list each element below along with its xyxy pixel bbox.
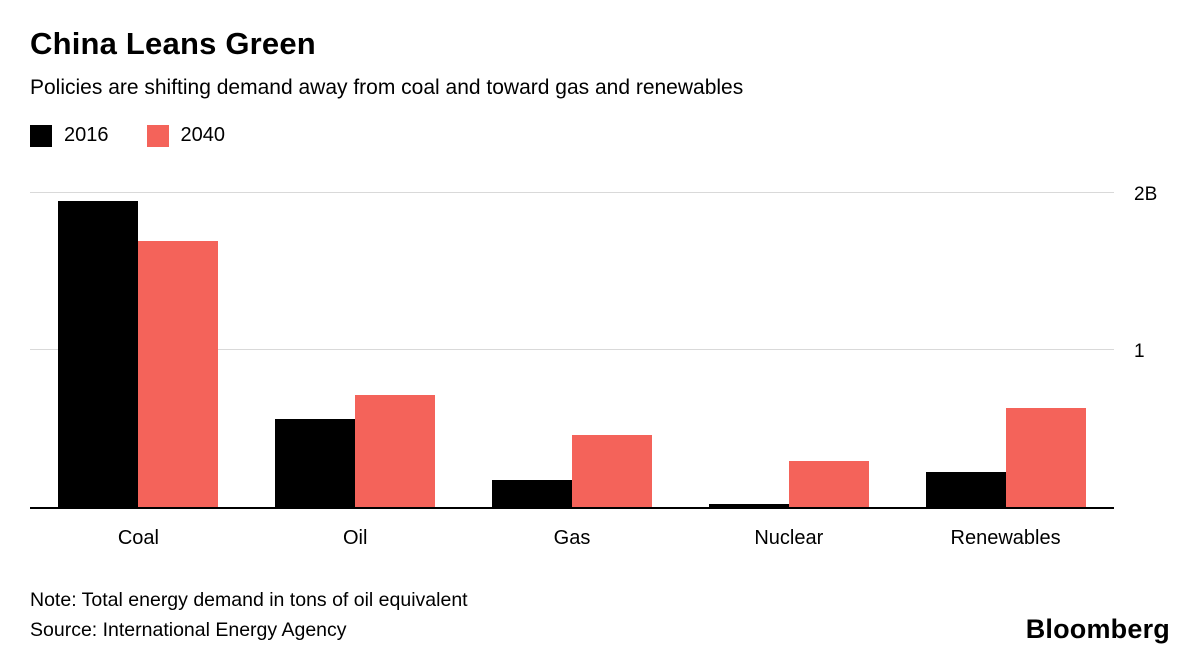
bar-oil-2040	[355, 395, 436, 507]
x-label-renewables: Renewables	[950, 527, 1061, 549]
bar-chart: 2B 1	[30, 177, 1170, 509]
chart-title: China Leans Green	[30, 26, 316, 61]
bloomberg-logo: Bloomberg	[1025, 614, 1170, 644]
x-label-coal: Coal	[117, 527, 159, 549]
legend-item-2016: 2016	[30, 124, 109, 147]
legend-swatch-2016	[30, 124, 52, 147]
gridline-2b	[30, 191, 1114, 193]
bar-group-renewables	[897, 177, 1114, 507]
source-text: Source: International Energy Agency	[30, 618, 347, 641]
bar-coal-2040	[138, 241, 219, 507]
plot-area	[30, 177, 1114, 509]
y-tick-2b: 2B	[1134, 183, 1158, 205]
footnotes: Note: Total energy demand in tons of oil…	[30, 585, 468, 645]
x-label-gas: Gas	[553, 527, 591, 549]
bar-renewables-2016	[925, 472, 1006, 507]
x-label-oil: Oil	[342, 527, 368, 549]
bar-group-nuclear	[680, 177, 897, 507]
bar-group-gas	[464, 177, 681, 507]
bar-group-oil	[247, 177, 464, 507]
legend-swatch-2040	[146, 124, 169, 147]
legend: 2016 2040	[30, 124, 1170, 147]
bar-oil-2016	[275, 419, 356, 507]
bar-renewables-2040	[1005, 408, 1086, 507]
bar-gas-2016	[491, 480, 572, 507]
bar-nuclear-2016	[708, 503, 789, 507]
legend-label-2040: 2040	[180, 124, 226, 146]
chart-subtitle: Policies are shifting demand away from c…	[30, 76, 744, 99]
note-text: Note: Total energy demand in tons of oil…	[30, 588, 468, 611]
gridline-1	[30, 348, 1114, 350]
x-axis-labels: Coal Oil Gas Nuclear Renewables	[30, 527, 1170, 550]
legend-item-2040: 2040	[146, 124, 226, 147]
bar-nuclear-2040	[788, 461, 869, 507]
legend-label-2016: 2016	[64, 124, 109, 146]
bar-gas-2040	[571, 434, 652, 507]
bar-groups	[30, 177, 1114, 507]
bar-group-coal	[30, 177, 247, 507]
bar-coal-2016	[58, 200, 139, 507]
y-tick-1: 1	[1134, 340, 1145, 362]
x-label-nuclear: Nuclear	[754, 527, 824, 549]
footer: Note: Total energy demand in tons of oil…	[30, 585, 1170, 645]
